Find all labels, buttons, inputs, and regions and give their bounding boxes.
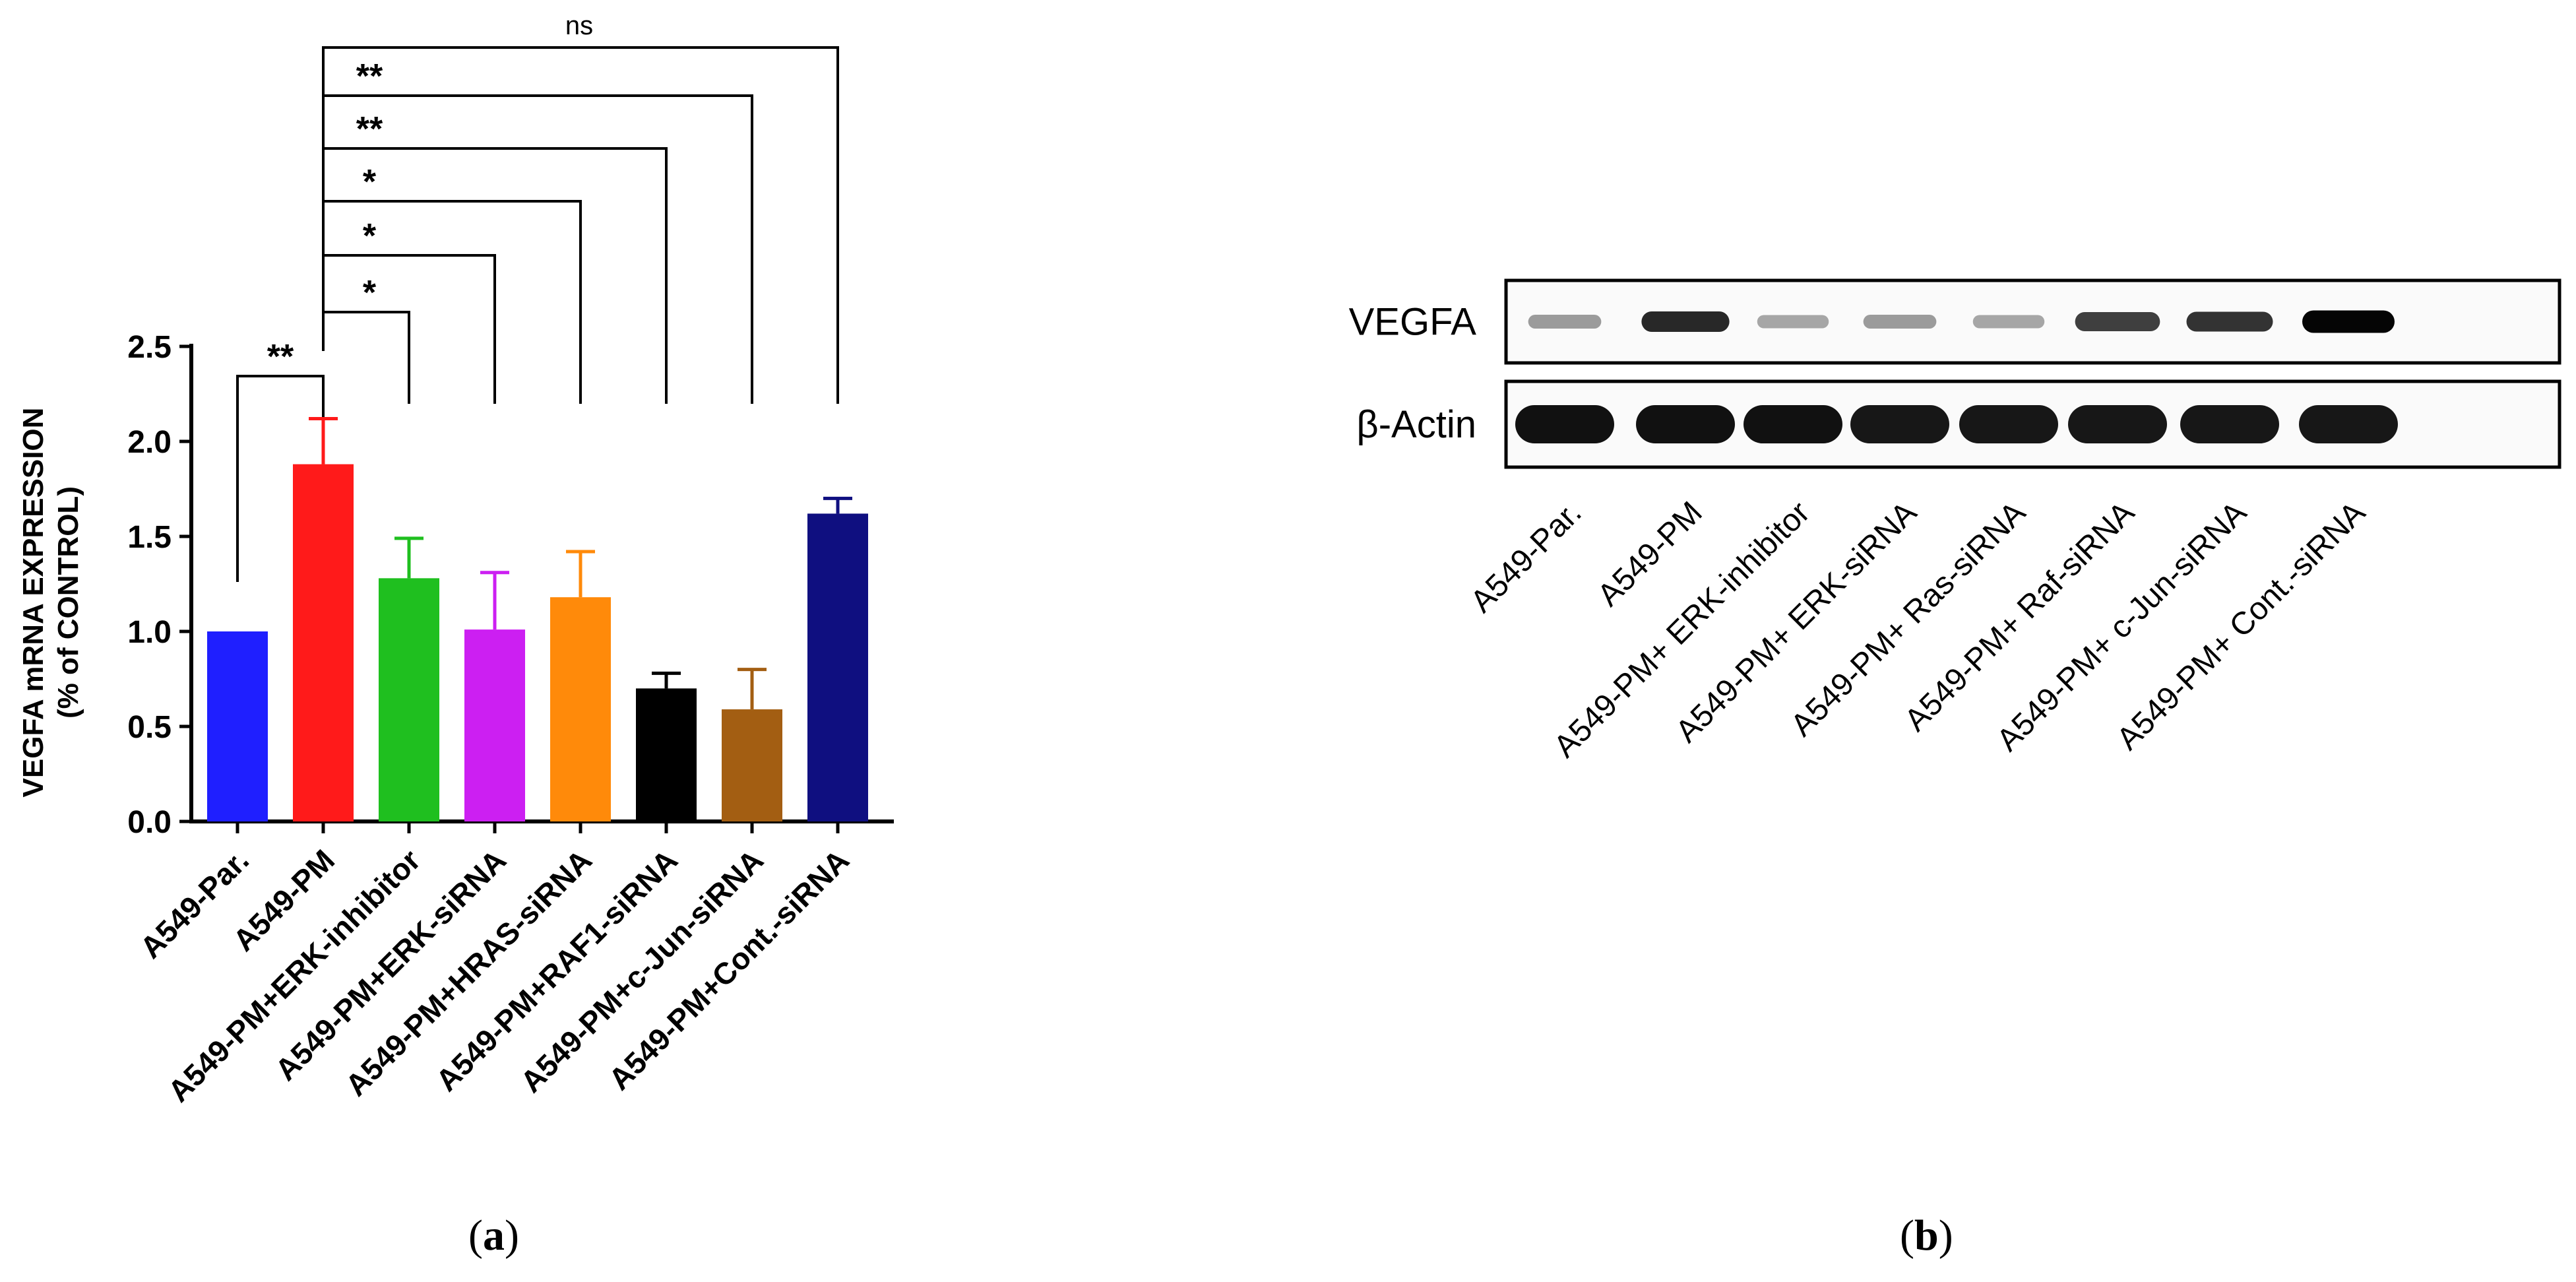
y-tick-label: 1.5 bbox=[127, 520, 172, 555]
blot-band bbox=[2186, 311, 2273, 332]
blot-band bbox=[2068, 405, 2167, 443]
bar bbox=[807, 513, 868, 821]
significance-bracket bbox=[322, 94, 753, 404]
blot-band bbox=[1515, 405, 1614, 443]
bar bbox=[722, 709, 782, 821]
y-axis-label: (% of CONTROL) bbox=[52, 486, 84, 719]
bar bbox=[636, 688, 697, 821]
y-tick-label: 0.0 bbox=[127, 805, 172, 840]
blot-band bbox=[1636, 405, 1735, 443]
blot-band bbox=[1972, 315, 2045, 329]
blot-band bbox=[1850, 405, 1949, 443]
bar bbox=[550, 597, 611, 821]
significance-label: ** bbox=[356, 110, 383, 148]
y-tick-label: 0.5 bbox=[127, 710, 172, 745]
blot-band bbox=[2299, 405, 2398, 443]
blot-band bbox=[2075, 312, 2160, 331]
blot-band bbox=[1641, 311, 1730, 332]
significance-label: * bbox=[363, 217, 377, 255]
blot-band bbox=[1528, 315, 1602, 329]
blot-lane-label: A549-Par. bbox=[1464, 495, 1588, 619]
blot-band bbox=[1744, 405, 1842, 443]
y-tick-label: 2.0 bbox=[127, 425, 172, 460]
significance-bracket bbox=[236, 375, 325, 582]
bar bbox=[207, 631, 268, 821]
blot-band bbox=[1959, 405, 2058, 443]
y-tick-label: 2.5 bbox=[127, 330, 172, 365]
significance-label: ** bbox=[356, 57, 383, 96]
blot-band bbox=[2180, 405, 2279, 443]
blot-band bbox=[2302, 310, 2395, 333]
significance-label: * bbox=[363, 163, 377, 201]
blot-band bbox=[1863, 315, 1937, 329]
significance-bracket bbox=[322, 311, 410, 404]
x-tick-label: A549-Par. bbox=[133, 843, 255, 965]
panel-label-a: (a) bbox=[468, 1211, 519, 1260]
bar bbox=[464, 629, 525, 821]
blot-row-label: VEGFA bbox=[1349, 301, 1477, 344]
bar bbox=[379, 578, 439, 821]
y-axis-label: VEGFA mRNA EXPRESSION bbox=[17, 408, 49, 798]
blot-lane-label: A549-PM+ Cont.-siRNA bbox=[2110, 495, 2372, 757]
significance-bracket bbox=[322, 200, 582, 404]
bar-chart-panel: 0.0 0.5 1.0 1.5 2.0 2.5 VEGFA mRNA EXPRESSION(… bbox=[17, 11, 894, 1108]
blot-row-label: β-Actin bbox=[1356, 403, 1476, 446]
significance-label: ns bbox=[565, 11, 593, 40]
panel-label-b: (b) bbox=[1900, 1211, 1953, 1260]
significance-bracket bbox=[322, 46, 839, 404]
blot-band bbox=[1757, 315, 1829, 329]
significance-label: ** bbox=[267, 338, 294, 376]
significance-label: * bbox=[363, 274, 377, 312]
y-tick-label: 1.0 bbox=[127, 615, 172, 650]
bar bbox=[293, 464, 354, 821]
